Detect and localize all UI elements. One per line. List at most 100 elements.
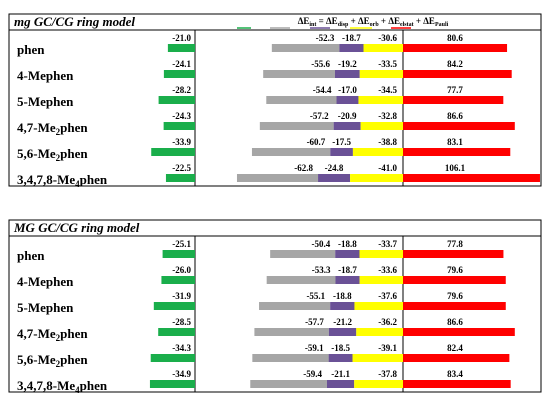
row-label-sub: 4 [75,385,80,395]
row-5,6-Me2phen: 5,6-Me2phen -33.9 -60.7 -17.5 -38.8 83.1 [17,137,511,163]
row-label-main: phen [17,42,45,57]
bar-orb [334,70,360,78]
value-pauli: 86.6 [447,111,463,121]
bar-orb [335,250,360,258]
value-elstat: -38.8 [378,137,397,147]
value-disp: -57.2 [310,111,329,121]
bar-orb [330,302,355,310]
value-pauli: 80.6 [447,33,463,43]
value-disp: -62.8 [294,163,313,173]
bar-disp [250,380,327,388]
row-label-main: phen [17,248,45,263]
bar-pauli [403,44,508,52]
row-label-tail: phen [60,352,88,367]
bar-orb [336,96,359,104]
value-disp: -55.6 [311,59,330,69]
bar-elstat [358,96,403,104]
row-label-sub: 4 [75,179,80,189]
value-int: -26.0 [172,265,191,275]
row-label-tail: phen [60,326,88,341]
bar-disp [270,250,336,258]
value-int: -24.3 [172,111,191,121]
bar-disp [266,276,336,284]
row-label-main: 4-Mephen [17,274,74,289]
value-elstat: -34.5 [378,85,397,95]
value-elstat: -39.1 [378,343,397,353]
bar-int [167,44,195,52]
value-pauli: 86.6 [447,317,463,327]
row-3,4,7,8-Me4phen: 3,4,7,8-Me4phen -22.5 -62.8 -24.8 -41.0 106.1 [17,163,540,189]
panel-rows: phen -21.0 -52.3 -18.7 -30.6 80.6 4-Mephen -24.… [17,33,540,189]
row-label: 3,4,7,8-Me4phen [17,172,108,189]
bar-disp [271,44,340,52]
row-label-main: 5-Mephen [17,300,74,315]
value-elstat: -41.0 [378,163,397,173]
bar-elstat [359,70,403,78]
bar-pauli [403,96,504,104]
value-orb: -24.8 [325,163,344,173]
value-pauli: 82.4 [447,343,463,353]
row-label-sub: 2 [56,333,61,343]
value-disp: -60.7 [307,137,326,147]
bar-pauli [403,328,515,336]
bar-pauli [403,174,540,182]
bar-int [165,174,195,182]
value-orb: -18.8 [333,291,352,301]
bar-disp [252,354,329,362]
bar-disp [259,302,331,310]
value-disp: -59.4 [303,369,322,379]
value-orb: -18.5 [331,343,350,353]
header-plus3: + [414,16,424,26]
value-int: -21.0 [172,33,191,43]
header-pauli-sub: Pauli [435,22,449,28]
header-elstat: ΔE [388,16,400,26]
bar-int [161,276,195,284]
bar-elstat [350,174,403,182]
header-eq: = [316,16,326,26]
bar-elstat [360,122,403,130]
row-label: 4-Mephen [17,274,74,289]
value-disp: -59.1 [305,343,324,353]
value-int: -22.5 [172,163,191,173]
value-disp: -52.3 [316,33,335,43]
row-label-tail: phen [80,378,108,393]
row-label-main: 4,7-Me [17,326,56,341]
header-disp: ΔE [326,16,338,26]
bar-disp [263,70,335,78]
header-plus2: + [379,16,389,26]
bar-elstat [359,276,403,284]
value-disp: -55.1 [306,291,325,301]
row-4,7-Me2phen: 4,7-Me2phen -24.3 -57.2 -20.9 -32.8 86.6 [17,111,515,137]
row-phen: phen -21.0 -52.3 -18.7 -30.6 80.6 [17,33,508,57]
row-4-Mephen: 4-Mephen -26.0 -53.3 -18.7 -33.6 79.6 [17,265,506,289]
bar-disp [236,174,319,182]
bar-int [149,380,195,388]
panel-border [8,13,542,187]
value-pauli: 83.4 [447,369,463,379]
header-orb-sub: orb [370,22,380,28]
row-label-main: 3,4,7,8-Me [17,172,75,187]
value-int: -34.3 [172,343,191,353]
value-int: -28.2 [172,85,191,95]
row-label: 3,4,7,8-Me4phen [17,378,108,395]
bar-pauli [403,122,515,130]
bar-pauli [403,70,512,78]
bar-orb [333,122,361,130]
value-orb: -18.8 [338,239,357,249]
bar-pauli [403,148,511,156]
bar-orb [328,328,357,336]
energy-header: ΔEint = ΔEdisp + ΔEorb + ΔEelstat + ΔEPa… [298,16,449,28]
value-pauli: 84.2 [447,59,463,69]
panel-title: MG GC/CG ring model [13,220,140,235]
row-label-main: 3,4,7,8-Me [17,378,75,393]
bar-pauli [403,276,506,284]
value-int: -25.1 [172,239,191,249]
bar-int [151,148,195,156]
value-int: -31.9 [172,291,191,301]
bar-orb [335,276,360,284]
row-3,4,7,8-Me4phen: 3,4,7,8-Me4phen -34.9 -59.4 -21.1 -37.8 83.4 [17,369,511,395]
row-4,7-Me2phen: 4,7-Me2phen -28.5 -57.7 -21.2 -36.2 86.6 [17,317,515,343]
bar-disp [266,96,337,104]
value-elstat: -32.8 [378,111,397,121]
